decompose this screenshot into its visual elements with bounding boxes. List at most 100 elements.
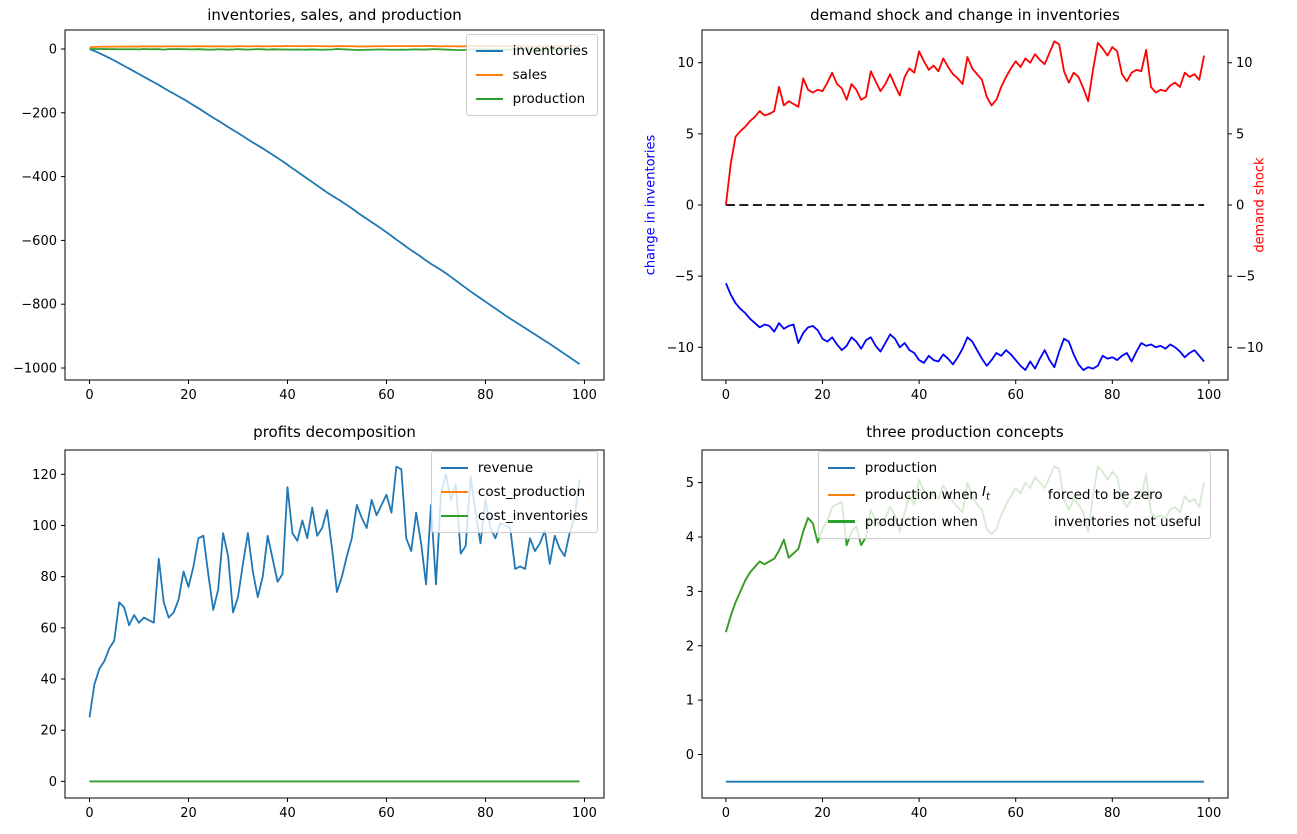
x-tick-label: 60 [1007, 806, 1024, 821]
y-tick-label: 10 [677, 56, 694, 71]
legend-label-post: inventories not useful [1054, 513, 1201, 530]
y-tick-label: 80 [40, 570, 57, 585]
y-tick-label: 100 [32, 519, 57, 534]
legend-entry: production when inventories not useful [827, 510, 1201, 534]
x-tick-label: 80 [1104, 388, 1121, 403]
chart4-legend: production production when It forced to be … [817, 451, 1211, 539]
legend-line-swatch [440, 490, 468, 494]
series-demand-shock [725, 40, 1205, 206]
y-tick-label: 20 [40, 724, 57, 739]
legend-entry: production [475, 87, 588, 111]
chart4-title: three production concepts [866, 423, 1064, 441]
series-inventories [89, 48, 581, 365]
y-tick-label: −1000 [13, 362, 57, 377]
x-tick-label: 100 [572, 388, 597, 403]
chart3-title: profits decomposition [253, 423, 416, 441]
legend-entry: cost_production [440, 480, 588, 504]
legend-line-swatch [475, 97, 503, 101]
chart1-legend: inventories sales production [465, 34, 598, 116]
y-tick-label: 2 [686, 639, 694, 654]
legend-label-gap [990, 494, 1048, 495]
legend-label: cost_inventories [477, 508, 588, 524]
legend-entry: sales [475, 63, 588, 87]
x-tick-label: 40 [279, 388, 296, 403]
y-tick-label: 5 [686, 476, 694, 491]
chart3-legend: revenue cost_production cost_inventories [430, 451, 598, 533]
y-tick-label: −400 [21, 170, 57, 185]
y-tick-label: 0 [49, 775, 57, 790]
y-tick-label: −200 [21, 106, 57, 121]
y-tick-right-label: 0 [1236, 199, 1244, 214]
y-tick-label: 40 [40, 673, 57, 688]
x-tick-label: 0 [85, 388, 93, 403]
y-tick-label: 60 [40, 621, 57, 636]
legend-line-swatch [827, 466, 855, 470]
y-tick-label: 0 [49, 42, 57, 57]
x-tick-label: 0 [722, 388, 730, 403]
legend-line-swatch [827, 520, 855, 523]
y-tick-right-label: −5 [1236, 270, 1255, 285]
x-tick-label: 80 [1104, 806, 1121, 821]
left-y-axis-label: change in inventories [643, 134, 659, 276]
right-y-axis-label: demand shock [1252, 157, 1268, 253]
y-tick-label: −5 [675, 270, 694, 285]
y-tick-label: 3 [686, 585, 694, 600]
x-tick-label: 40 [911, 806, 928, 821]
y-tick-label: 4 [686, 531, 694, 546]
x-tick-label: 40 [911, 388, 928, 403]
x-tick-label: 100 [1197, 388, 1222, 403]
x-tick-label: 60 [378, 388, 395, 403]
legend-math-symbol: It [982, 484, 990, 503]
y-tick-label: 120 [32, 468, 57, 483]
y-tick-label: 0 [686, 199, 694, 214]
x-tick-label: 60 [378, 806, 395, 821]
y-tick-label: −600 [21, 234, 57, 249]
legend-entry: production when It forced to be zero [827, 480, 1201, 510]
chart-demand-shock-change-in-inventories: 0 20 40 60 80 100 10 5 0 −5 −10 10 5 0 −5 −10 [667, 29, 1263, 403]
y-tick-right-label: 10 [1236, 56, 1253, 71]
legend-label: inventories [512, 43, 588, 59]
legend-label: production [864, 460, 938, 476]
legend-line-swatch [827, 493, 855, 497]
legend-label-pre: production when [864, 486, 978, 503]
x-tick-label: 100 [572, 806, 597, 821]
legend-line-swatch [440, 466, 468, 470]
x-tick-label: 100 [1197, 806, 1222, 821]
chart2-title: demand shock and change in inventories [810, 6, 1120, 24]
legend-label: revenue [477, 460, 534, 476]
x-tick-label: 0 [85, 806, 93, 821]
legend-line-swatch [475, 73, 503, 77]
x-tick-label: 20 [180, 806, 197, 821]
x-tick-label: 20 [814, 388, 831, 403]
axes-spines [64, 449, 605, 799]
y-tick-label: −10 [667, 341, 694, 356]
legend-label: production [512, 91, 586, 107]
y-tick-label: 0 [686, 748, 694, 763]
axes-spines [64, 29, 605, 381]
y-tick-label: −800 [21, 298, 57, 313]
y-tick-right-label: −10 [1236, 341, 1263, 356]
y-tick-label: 5 [686, 127, 694, 142]
chart-inventories-sales-production: 0 20 40 60 80 100 0 −200 −400 −600 −800 −1000 [13, 29, 605, 403]
series-change-in-inventories [725, 282, 1205, 371]
x-tick-label: 20 [814, 806, 831, 821]
x-tick-label: 60 [1007, 388, 1024, 403]
legend-entry: production [827, 456, 1201, 480]
legend-label: sales [512, 67, 548, 83]
x-tick-label: 20 [180, 388, 197, 403]
x-tick-label: 80 [477, 806, 494, 821]
x-tick-label: 40 [279, 806, 296, 821]
legend-label-gap [978, 521, 1054, 522]
chart1-title: inventories, sales, and production [207, 6, 462, 24]
legend-label-pre: production when [864, 513, 978, 530]
legend-entry: cost_inventories [440, 504, 588, 528]
legend-entry: revenue [440, 456, 588, 480]
axes-spines [701, 449, 1229, 799]
x-tick-label: 80 [477, 388, 494, 403]
legend-line-swatch [475, 49, 503, 53]
legend-label: cost_production [477, 484, 586, 500]
x-tick-label: 0 [722, 806, 730, 821]
legend-entry: inventories [475, 39, 588, 63]
